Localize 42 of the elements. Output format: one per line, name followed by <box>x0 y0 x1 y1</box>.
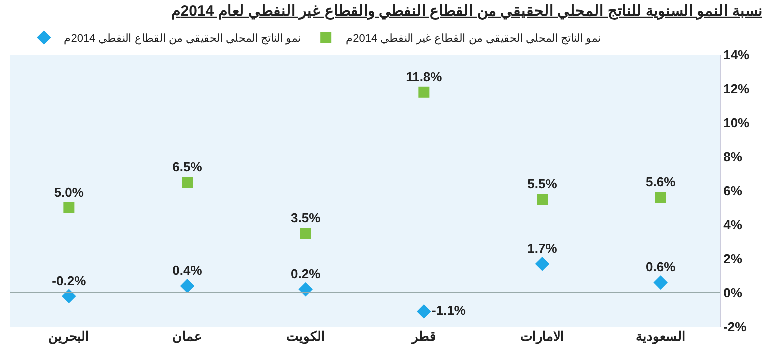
x-tick-label: السعودية <box>636 329 686 345</box>
data-label: -1.1% <box>432 302 466 318</box>
y-tick-label: 14% <box>724 48 750 63</box>
y-tick-label: 2% <box>724 252 743 267</box>
legend-label: نمو الناتج المحلي الحقيقي من القطاع غير النفطي 2014م <box>346 33 602 46</box>
chart-title: نسبة النمو السنوية للناتج المحلي الحقيقي من القطاع النفطي والقطاع غير النفطي لعام 2014م <box>172 2 762 21</box>
point <box>298 282 313 297</box>
data-label: 5.5% <box>528 176 558 192</box>
x-tick-label: الامارات <box>520 329 564 345</box>
legend-label: نمو الناتج المحلي الحقيقي من القطاع النفطي 2014م <box>64 33 302 46</box>
data-label: 0.6% <box>646 260 676 275</box>
y-tick-label: 6% <box>724 184 743 199</box>
x-tick-label: البحرين <box>48 329 90 345</box>
point <box>62 289 76 304</box>
x-tick-label: قطر <box>411 329 436 345</box>
y-tick-label: -2% <box>724 320 748 335</box>
data-label: 0.2% <box>291 266 322 282</box>
point <box>537 194 548 205</box>
y-tick-label: 10% <box>724 116 750 131</box>
y-tick-label: 4% <box>724 218 743 233</box>
data-label: 6.5% <box>172 159 203 174</box>
point <box>535 256 550 272</box>
point <box>180 279 195 294</box>
point <box>300 228 312 239</box>
y-tick-label: 12% <box>724 82 750 97</box>
point <box>418 86 430 98</box>
point <box>655 192 666 204</box>
point <box>417 304 432 319</box>
x-tick-label: عمان <box>172 329 202 344</box>
data-label: 5.0% <box>54 184 84 200</box>
point <box>654 276 668 290</box>
data-label: 5.6% <box>646 174 676 190</box>
point <box>64 202 75 214</box>
data-label: 0.4% <box>172 263 203 278</box>
x-tick-label: الكويت <box>286 329 326 345</box>
data-label: 3.5% <box>291 210 322 226</box>
data-label: -0.2% <box>52 273 87 288</box>
data-label: 11.8% <box>406 69 443 84</box>
y-tick-label: 8% <box>724 150 743 165</box>
data-label: 1.7% <box>528 240 558 256</box>
y-tick-label: 0% <box>724 286 743 301</box>
point <box>182 177 193 188</box>
